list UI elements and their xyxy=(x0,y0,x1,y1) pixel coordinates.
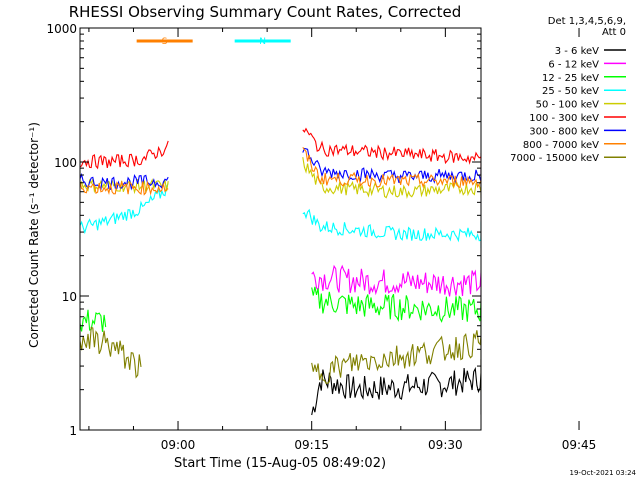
y-tick-label-2: 10 xyxy=(62,290,77,304)
series-line-8-seg-1 xyxy=(80,180,169,196)
x-tick-label-1: 09:00 xyxy=(161,438,196,452)
legend-label-2: 6 - 12 keV xyxy=(548,59,599,70)
legend-label-5: 50 - 100 keV xyxy=(536,100,600,111)
annotation-label-s: S xyxy=(162,37,168,47)
series-line-4-seg-2 xyxy=(302,208,481,248)
y-tick-label-3: 100 xyxy=(54,156,77,170)
x-tick-label-4: 09:45 xyxy=(562,438,597,452)
x-tick-label-3: 09:30 xyxy=(428,438,463,452)
series-line-6-seg-1 xyxy=(80,140,169,170)
series-line-7-seg-1 xyxy=(80,172,169,191)
series-line-8-seg-2 xyxy=(302,146,481,195)
legend: 3 - 6 keV 6 - 12 keV 12 - 25 keV 25 - 50 ke… xyxy=(510,46,626,164)
y-tick-label-4: 1000 xyxy=(46,22,77,36)
series-line-2-seg-1 xyxy=(311,264,481,304)
series-line-6-seg-2 xyxy=(302,127,481,177)
legend-header-line-1: Det 1,3,4,5,6,9, xyxy=(548,16,626,27)
legend-label-1: 3 - 6 keV xyxy=(555,46,599,57)
legend-label-4: 25 - 50 keV xyxy=(542,86,599,97)
series-line-5-seg-1 xyxy=(80,177,169,195)
series-line-9-seg-1 xyxy=(80,326,142,379)
legend-label-7: 300 - 800 keV xyxy=(529,126,599,137)
series-line-3-seg-2 xyxy=(311,286,481,335)
series-line-3-seg-1 xyxy=(80,309,107,332)
series-line-5-seg-2 xyxy=(302,157,481,200)
legend-label-3: 12 - 25 keV xyxy=(542,73,599,84)
y-tick-label-1: 1 xyxy=(69,424,77,438)
x-tick-label-2: 09:15 xyxy=(294,438,329,452)
x-axis-label: Start Time (15-Aug-05 08:49:02) xyxy=(174,456,386,471)
legend-label-8: 800 - 7000 keV xyxy=(523,140,599,151)
y-axis-label: Corrected Count Rate (s⁻¹ detector⁻¹) xyxy=(27,122,41,348)
footer-timestamp: 19-Oct-2021 03:24 xyxy=(570,469,637,477)
chart-title: RHESSI Observing Summary Count Rates, Co… xyxy=(69,3,462,21)
series-line-7-seg-2 xyxy=(302,147,481,191)
series-line-4-seg-1 xyxy=(80,183,169,235)
legend-label-9: 7000 - 15000 keV xyxy=(510,153,599,164)
series-line-9-seg-2 xyxy=(311,297,481,392)
legend-label-6: 100 - 300 keV xyxy=(529,113,599,124)
annotation-label-n: N xyxy=(259,37,266,47)
legend-header-line-2: Att 0 xyxy=(602,27,626,38)
legend-header: Det 1,3,4,5,6,9,Att 0 xyxy=(548,16,626,38)
axes-frame xyxy=(79,27,482,431)
series-line-1-seg-1 xyxy=(311,359,481,416)
